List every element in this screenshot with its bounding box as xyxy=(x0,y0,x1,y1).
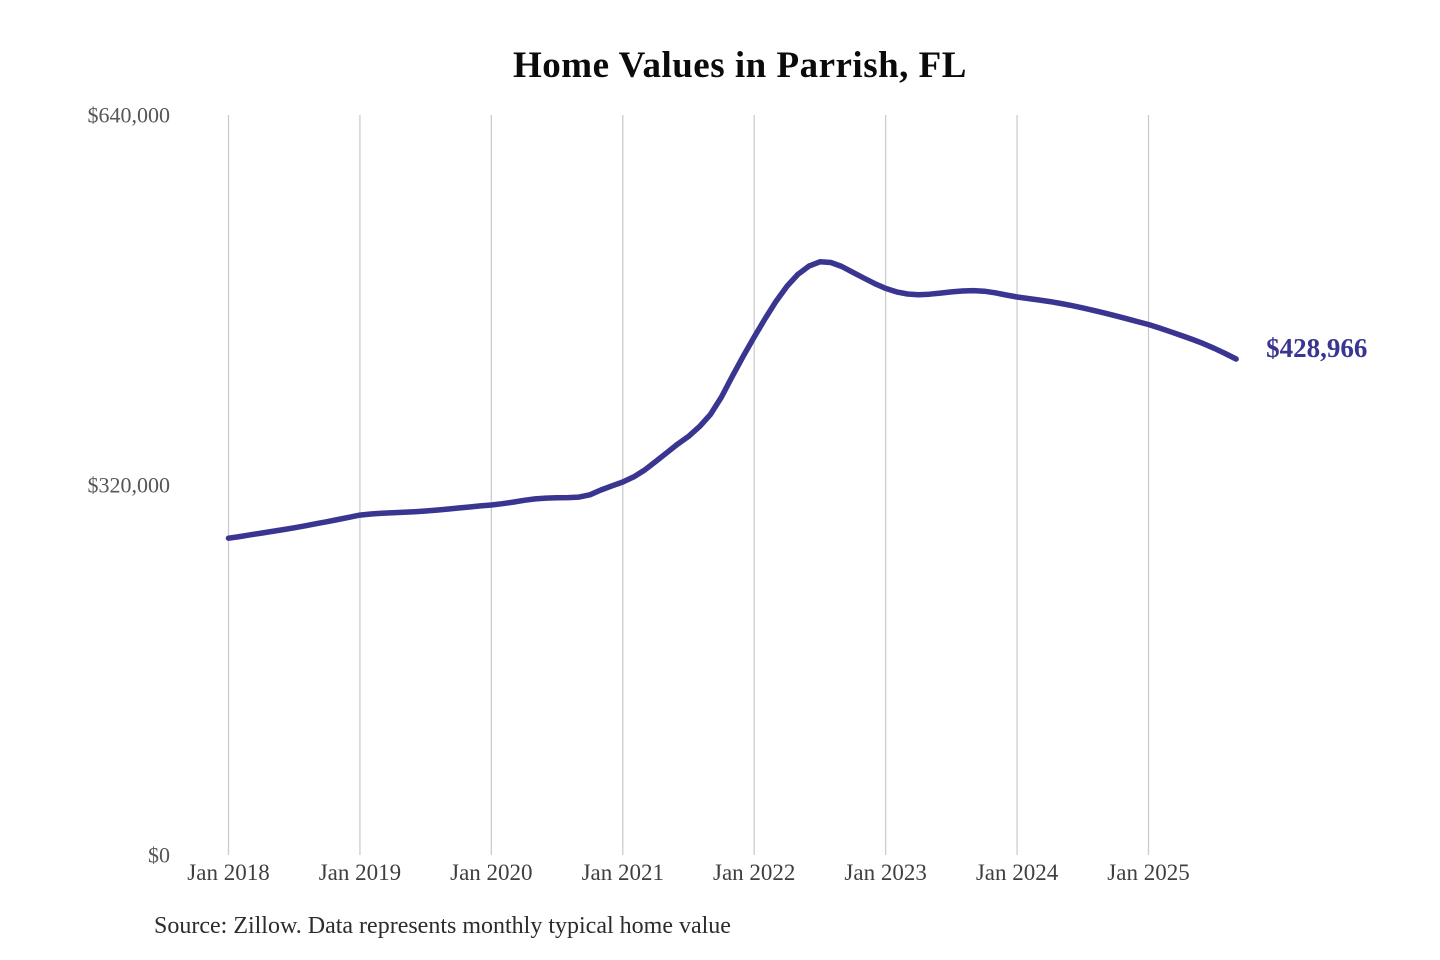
x-axis-tick-label: Jan 2019 xyxy=(319,860,401,885)
x-axis-tick-label: Jan 2023 xyxy=(844,860,926,885)
x-axis-tick-label: Jan 2020 xyxy=(450,860,532,885)
current-value-label: $428,966 xyxy=(1266,333,1367,363)
home-value-line xyxy=(225,259,1239,541)
y-axis-tick-label: $0 xyxy=(148,843,170,868)
chart-title: Home Values in Parrish, FL xyxy=(513,45,967,86)
x-axis-tick-label: Jan 2021 xyxy=(582,860,664,885)
y-axis-tick-label: $640,000 xyxy=(88,103,171,128)
y-axis-tick-label: $320,000 xyxy=(88,473,171,498)
x-axis-tick-label: Jan 2025 xyxy=(1107,860,1189,885)
source-note: Source: Zillow. Data represents monthly … xyxy=(154,913,731,939)
x-axis-tick-label: Jan 2018 xyxy=(187,860,269,885)
x-axis-tick-label: Jan 2022 xyxy=(713,860,795,885)
x-axis-tick-label: Jan 2024 xyxy=(976,860,1059,885)
